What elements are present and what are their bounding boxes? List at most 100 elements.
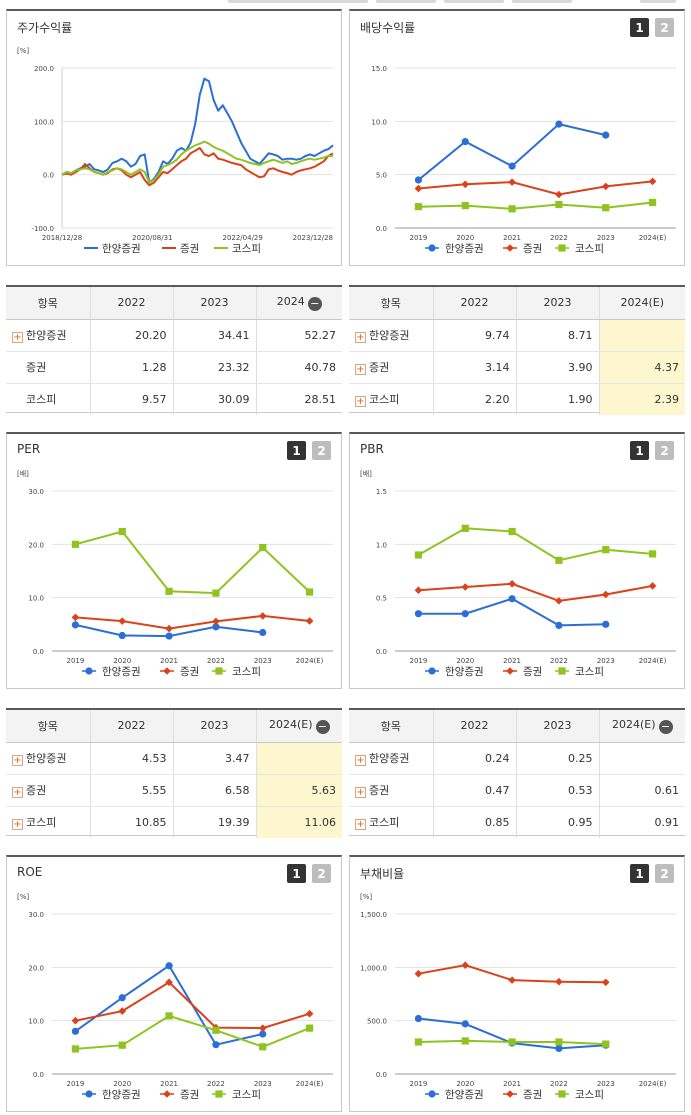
table-row: + 한양증권 20.20 34.41 52.27 <box>6 319 342 352</box>
column-header: 2024(E) − <box>256 710 342 743</box>
column-header: 2024(E) <box>599 287 685 320</box>
column-header: 2022 <box>433 710 517 743</box>
collapse-icon[interactable]: − <box>307 296 322 311</box>
table-cell: 23.32 <box>173 351 257 384</box>
series-line-1 <box>74 964 264 1046</box>
expand-icon[interactable]: + <box>355 364 366 375</box>
column-header: 2023 <box>516 710 600 743</box>
y-tick-label: 1.5 <box>376 488 387 496</box>
per-panel: PER 1 2 [배] 30.0 20.0 10.0 0.0 2019 2020 2021 20… <box>6 432 342 689</box>
per-table: 항목 2022 2023 2024(E) − + 한양증권 4.53 3.47 + 증권 5.55 6.… <box>6 708 342 838</box>
expand-icon[interactable]: + <box>12 332 23 343</box>
view-2-button[interactable]: 2 <box>655 441 674 460</box>
table-cell: 2.39 <box>599 383 685 415</box>
legend-item: 한양증권 <box>425 666 484 678</box>
debt-ratio-panel: 부채비율 1 2 [%] 1,500.0 1,000.0 500.0 0.0 2019 20… <box>349 855 685 1112</box>
view-1-button[interactable]: 1 <box>630 441 649 460</box>
data-point <box>71 1016 80 1025</box>
collapse-icon[interactable]: − <box>658 719 673 734</box>
data-point <box>508 976 516 984</box>
row-label: 증권 <box>369 361 390 374</box>
view-1-button[interactable]: 1 <box>630 864 649 883</box>
data-point <box>414 586 423 594</box>
legend-label: 한양증권 <box>445 666 484 678</box>
expand-icon[interactable]: + <box>355 332 366 343</box>
series-1 <box>71 621 267 640</box>
column-header: 2023 <box>173 710 257 743</box>
data-table: 항목 2022 2023 2024− + 한양증권 20.20 34.41 52.27 증권 1.2… <box>6 287 342 415</box>
y-tick-label: 10.0 <box>28 1018 44 1026</box>
view-2-button[interactable]: 2 <box>655 864 674 883</box>
dividend-table: 항목 2022 2023 2024(E) + 한양증권 9.74 8.71 + 증권 3.14 3.9… <box>349 285 685 415</box>
data-point <box>602 546 610 554</box>
view-1-button[interactable]: 1 <box>630 18 649 37</box>
column-header: 2023 <box>173 287 257 320</box>
expand-icon[interactable]: + <box>355 755 366 766</box>
data-point <box>648 550 657 558</box>
table-cell: 5.55 <box>90 774 174 807</box>
row-label: 한양증권 <box>26 752 67 765</box>
data-point <box>118 631 126 640</box>
series-1 <box>414 595 610 629</box>
view-2-button[interactable]: 2 <box>655 18 674 37</box>
legend-marker <box>85 1090 93 1098</box>
collapse-icon[interactable]: − <box>315 719 330 734</box>
x-tick-label: 2022 <box>550 234 568 242</box>
table-row: 증권 1.28 23.32 40.78 <box>6 351 342 384</box>
view-1-button[interactable]: 1 <box>287 864 306 883</box>
header-label: 2023 <box>543 719 572 733</box>
series-line-2 <box>418 180 653 196</box>
y-tick-label: 0.0 <box>376 1071 387 1079</box>
expand-icon[interactable]: + <box>12 787 23 798</box>
expand-icon[interactable]: + <box>355 787 366 798</box>
table-cell: 4.53 <box>90 742 174 775</box>
stock-return-panel: 주가수익률 [%] 200.0 100.0 0.0 -100.0 2018/12/28 20… <box>6 9 342 266</box>
expand-icon[interactable]: + <box>12 819 23 831</box>
view-2-button[interactable]: 2 <box>312 441 331 460</box>
data-point <box>555 597 563 605</box>
data-point <box>305 1024 314 1032</box>
series-3 <box>414 198 657 213</box>
expand-icon[interactable]: + <box>12 755 23 766</box>
series-line-3 <box>417 527 653 562</box>
pbr-chart: [배] 1.5 1.0 0.5 0.0 2019 2020 2021 2022 2023 2024(… <box>360 469 676 678</box>
expand-icon[interactable]: + <box>355 396 366 408</box>
data-point <box>648 582 657 590</box>
header-label: 2022 <box>460 296 489 310</box>
row-label-cell: + 한양증권 <box>6 742 91 775</box>
data-point <box>212 623 220 631</box>
series-2 <box>414 961 610 987</box>
data-point <box>555 1038 563 1046</box>
legend-label: 코스피 <box>575 1089 604 1101</box>
x-tick-label: 2023 <box>254 657 272 665</box>
header-label: 2023 <box>543 296 572 310</box>
data-point <box>71 613 80 622</box>
column-header: 항목 <box>349 710 434 743</box>
view-1-button[interactable]: 1 <box>287 441 306 460</box>
legend-label: 한양증권 <box>102 243 141 255</box>
x-tick-label: 2020/08/31 <box>132 234 172 242</box>
data-point <box>165 587 173 595</box>
table-cell: 0.91 <box>654 815 680 829</box>
data-point <box>461 610 469 618</box>
table-cell: 9.57 <box>90 383 174 415</box>
data-point <box>602 620 610 628</box>
dividend-yield-chart: 15.0 10.0 5.0 0.0 2019 2020 2021 2022 2023 2024(E… <box>371 65 676 255</box>
view-2-button[interactable]: 2 <box>312 864 331 883</box>
row-label: 코스피 <box>26 393 57 407</box>
per-chart: [배] 30.0 20.0 10.0 0.0 2019 2020 2021 2022 2023 20… <box>17 469 333 678</box>
table-cell: 4.37 <box>599 351 685 384</box>
table-cell: 20.20 <box>90 319 174 352</box>
row-label-cell: + 한양증권 <box>6 319 91 352</box>
table-cell: 0.53 <box>516 774 600 807</box>
row-label-cell: + 한양증권 <box>349 742 434 775</box>
column-header: 항목 <box>349 287 434 320</box>
legend-label: 한양증권 <box>102 666 141 678</box>
roe-panel: ROE 1 2 [%] 30.0 20.0 10.0 0.0 2019 2020 2021 20… <box>6 855 342 1112</box>
x-tick-label: 2024(E) <box>639 234 667 242</box>
x-tick-label: 2023/12/28 <box>293 234 333 242</box>
expand-icon[interactable]: + <box>355 819 366 831</box>
legend-label: 한양증권 <box>445 243 484 255</box>
legend-item: 코스피 <box>555 666 604 678</box>
x-tick-label: 2019 <box>410 234 428 242</box>
